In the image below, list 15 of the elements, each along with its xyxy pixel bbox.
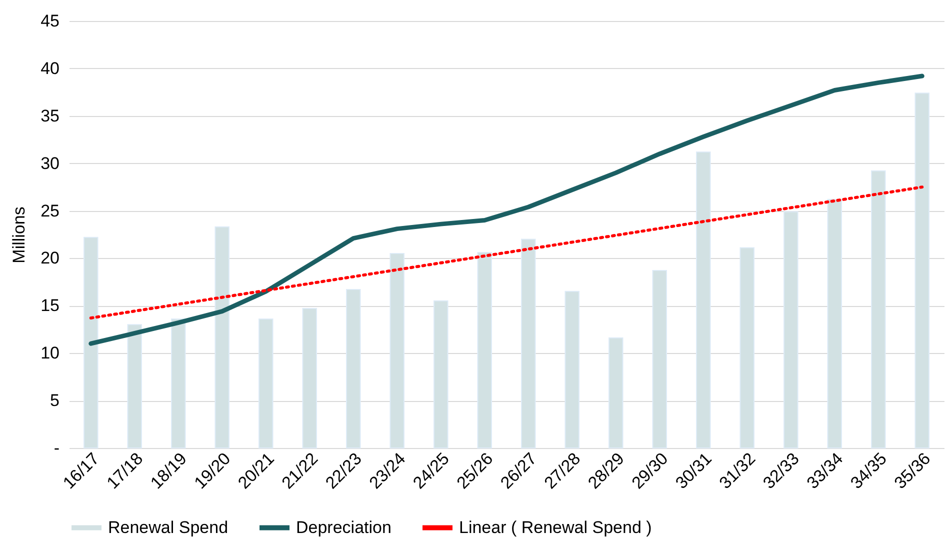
- y-tick-label: 45: [40, 12, 60, 30]
- line-series: [88, 74, 924, 346]
- y-tick-label: 35: [40, 106, 60, 126]
- y-tick-label: 10: [40, 344, 60, 363]
- y-axis-title: Millions: [10, 206, 29, 264]
- y-tick-label: 20: [40, 248, 60, 268]
- y-tick-label: 5: [50, 391, 60, 410]
- y-tick-label: 40: [40, 58, 60, 78]
- legend-label: Renewal Spend: [108, 518, 228, 537]
- y-tick-label: 15: [40, 296, 60, 316]
- y-tick-label: 25: [40, 201, 60, 220]
- legend-label: Linear ( Renewal Spend ): [459, 518, 652, 537]
- y-tick-label: 30: [40, 154, 60, 173]
- y-tick-label: -: [54, 438, 60, 458]
- legend-label: Depreciation: [296, 518, 392, 537]
